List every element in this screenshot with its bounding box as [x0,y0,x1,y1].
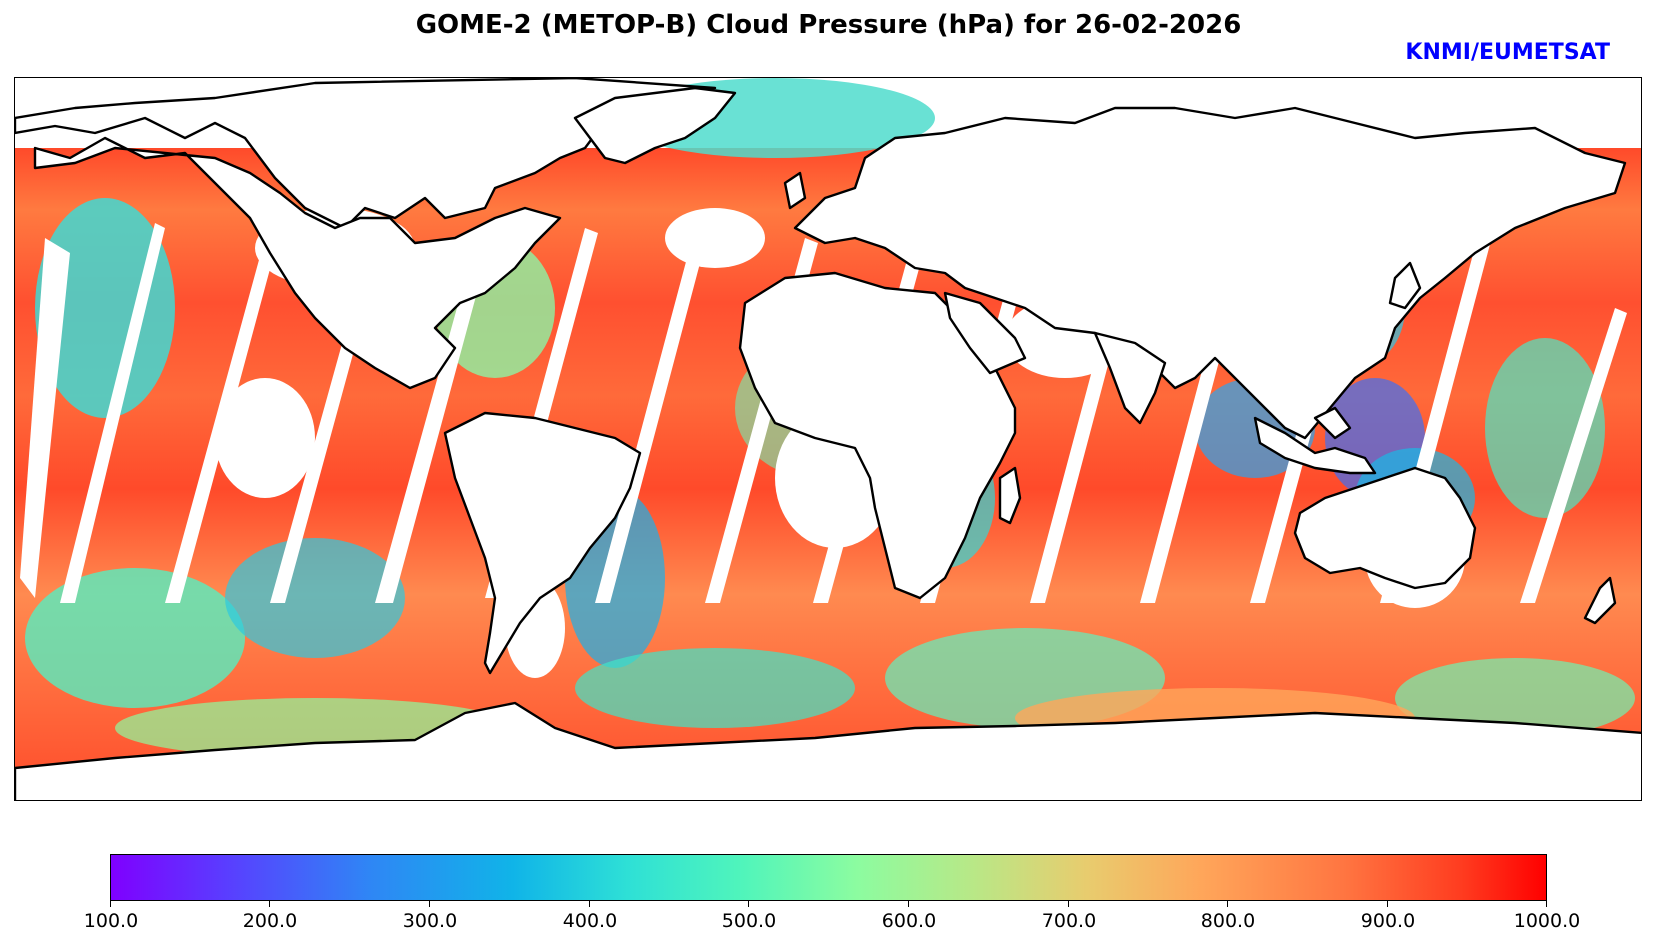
north-america [15,78,717,230]
colorbar-tick-label: 300.0 [402,910,458,932]
cloud-pressure-map [14,77,1642,801]
colorbar-tick [429,901,430,907]
australia [1293,466,1477,590]
colorbar-tick-label: 100.0 [83,910,139,932]
colorbar-tick [589,901,590,907]
colorbar [110,854,1547,901]
antarctica [15,701,1641,800]
map-title: GOME-2 (METOP-B) Cloud Pressure (hPa) fo… [415,10,1242,40]
colorbar-tick-label: 1000.0 [1513,910,1581,932]
colorbar-tick-label: 200.0 [242,910,298,932]
colorbar-tick [1068,901,1069,907]
colorbar-tick [748,901,749,907]
colorbar-tick-label: 700.0 [1041,910,1097,932]
madagascar [998,466,1022,525]
colorbar-tick [1387,901,1388,907]
eurasia [793,106,1627,440]
colorbar-tick [1546,901,1547,907]
colorbar-tick [1227,901,1228,907]
africa [738,271,1017,600]
coastlines [15,78,1641,800]
credit-label: KNMI/EUMETSAT [1405,40,1610,65]
india [1093,331,1167,425]
south-america [443,411,642,675]
colorbar-tick-label: 900.0 [1360,910,1416,932]
colorbar-tick-label: 800.0 [1200,910,1256,932]
new-zealand [1583,576,1617,625]
colorbar-tick-label: 600.0 [881,910,937,932]
japan [1388,261,1422,310]
colorbar-tick [110,901,111,907]
colorbar-tick [269,901,270,907]
colorbar-tick [908,901,909,907]
colorbar-tick-label: 400.0 [562,910,618,932]
greenland [573,86,737,165]
arctic-landmass [15,78,1641,133]
colorbar-tick-label: 500.0 [721,910,777,932]
